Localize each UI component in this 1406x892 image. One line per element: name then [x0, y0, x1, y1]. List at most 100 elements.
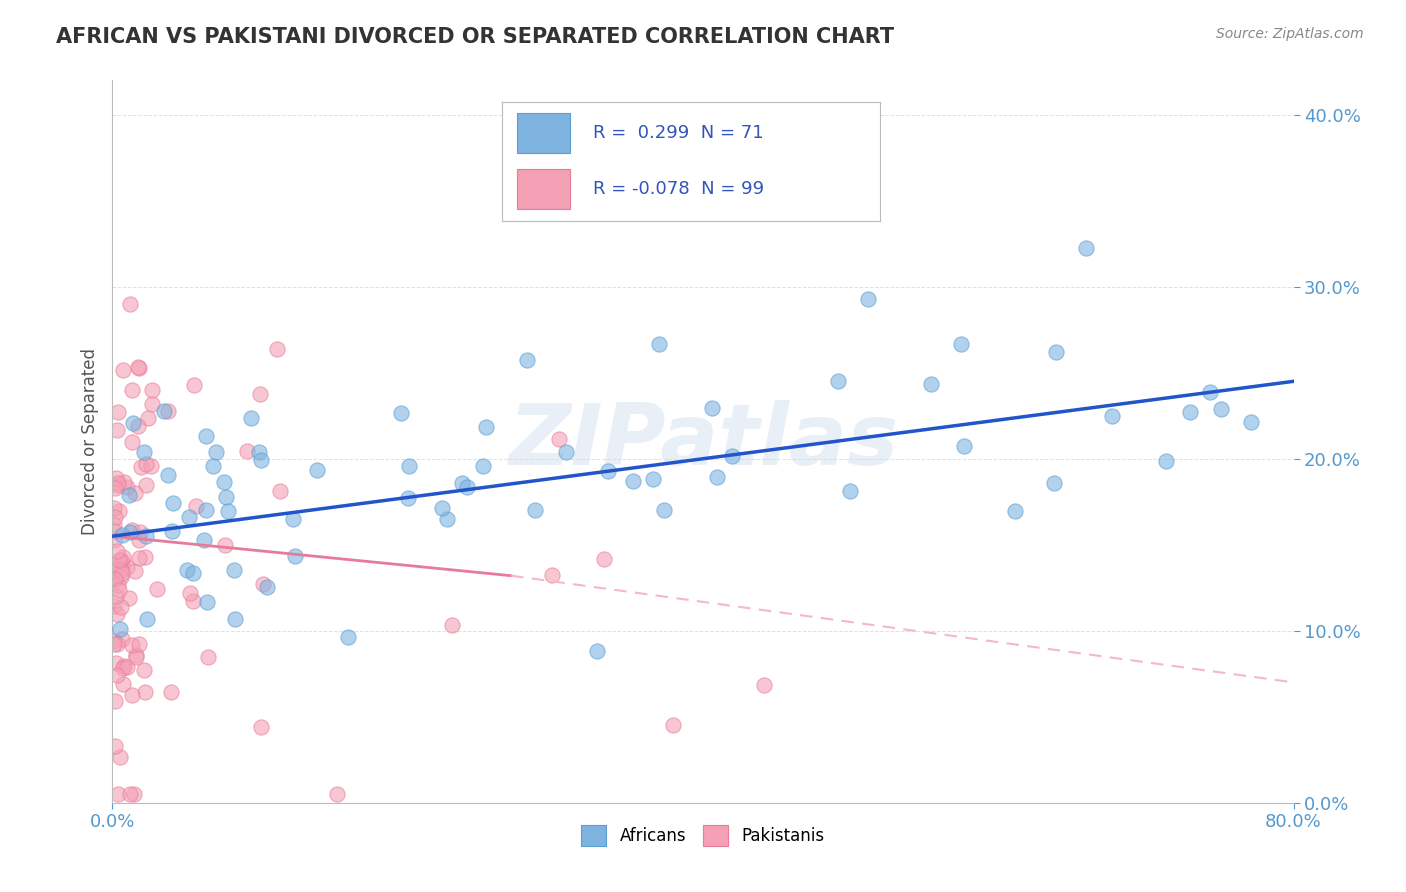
- Point: [752, 678, 775, 692]
- Point: [515, 353, 537, 368]
- Point: [128, 637, 150, 651]
- Point: [181, 566, 204, 580]
- Point: [134, 549, 156, 564]
- Text: ZIPatlas: ZIPatlas: [508, 400, 898, 483]
- Point: [1180, 404, 1202, 418]
- Legend: Africans, Pakistanis: Africans, Pakistanis: [575, 819, 831, 852]
- Point: [118, 591, 141, 605]
- Point: [623, 474, 645, 488]
- Point: [111, 528, 134, 542]
- Point: [118, 787, 141, 801]
- Point: [117, 559, 139, 574]
- Point: [110, 600, 132, 615]
- Point: [108, 504, 131, 518]
- Point: [249, 387, 271, 401]
- Point: [111, 554, 134, 568]
- Point: [214, 475, 236, 489]
- Point: [103, 524, 125, 538]
- Point: [118, 297, 141, 311]
- Point: [214, 538, 236, 552]
- Point: [104, 572, 127, 586]
- Point: [548, 432, 571, 446]
- Point: [920, 376, 942, 391]
- Point: [177, 510, 200, 524]
- Point: [141, 397, 163, 411]
- Point: [103, 518, 125, 533]
- Point: [118, 488, 141, 502]
- Point: [240, 410, 263, 425]
- Point: [585, 643, 607, 657]
- Point: [1074, 241, 1097, 255]
- Point: [112, 475, 135, 489]
- Point: [107, 404, 129, 418]
- Point: [193, 533, 215, 547]
- Point: [215, 490, 238, 504]
- Point: [121, 383, 143, 397]
- Point: [269, 483, 291, 498]
- Point: [181, 594, 204, 608]
- Point: [554, 445, 576, 459]
- Point: [224, 612, 246, 626]
- Point: [110, 632, 132, 647]
- Y-axis label: Divorced or Separated: Divorced or Separated: [80, 348, 98, 535]
- Point: [1156, 454, 1178, 468]
- Point: [598, 464, 620, 478]
- Point: [124, 486, 146, 500]
- Point: [307, 463, 329, 477]
- Point: [134, 685, 156, 699]
- Point: [721, 449, 744, 463]
- Point: [224, 563, 246, 577]
- Point: [592, 552, 614, 566]
- Point: [125, 650, 148, 665]
- Point: [706, 470, 728, 484]
- Point: [652, 502, 675, 516]
- Point: [1045, 344, 1067, 359]
- Point: [326, 787, 349, 801]
- Point: [104, 694, 127, 708]
- Point: [839, 484, 862, 499]
- Point: [249, 445, 271, 459]
- Point: [176, 563, 198, 577]
- Point: [115, 660, 138, 674]
- Point: [115, 481, 138, 495]
- Point: [284, 549, 307, 564]
- Point: [858, 292, 880, 306]
- Point: [641, 472, 664, 486]
- Point: [281, 512, 304, 526]
- Point: [112, 676, 135, 690]
- Point: [195, 594, 218, 608]
- Point: [132, 444, 155, 458]
- Point: [125, 648, 148, 663]
- Point: [195, 428, 218, 442]
- Text: AFRICAN VS PAKISTANI DIVORCED OR SEPARATED CORRELATION CHART: AFRICAN VS PAKISTANI DIVORCED OR SEPARAT…: [56, 27, 894, 46]
- Point: [105, 668, 128, 682]
- Point: [112, 661, 135, 675]
- Point: [252, 577, 274, 591]
- Point: [107, 787, 129, 801]
- Point: [120, 524, 142, 539]
- Point: [183, 378, 205, 392]
- Point: [111, 566, 134, 581]
- Point: [129, 460, 152, 475]
- Point: [103, 500, 125, 515]
- Point: [105, 607, 128, 622]
- Point: [949, 337, 972, 351]
- Point: [197, 650, 219, 665]
- Point: [396, 491, 419, 505]
- Point: [108, 582, 131, 597]
- Point: [456, 480, 478, 494]
- Point: [195, 503, 218, 517]
- Point: [111, 362, 134, 376]
- Point: [103, 634, 125, 648]
- Point: [107, 560, 129, 574]
- Point: [157, 467, 180, 482]
- Point: [103, 637, 125, 651]
- Point: [389, 407, 412, 421]
- Point: [127, 419, 149, 434]
- Point: [108, 622, 131, 636]
- Point: [110, 562, 132, 576]
- Point: [475, 419, 498, 434]
- Point: [440, 618, 463, 632]
- Point: [107, 475, 129, 490]
- Point: [179, 585, 201, 599]
